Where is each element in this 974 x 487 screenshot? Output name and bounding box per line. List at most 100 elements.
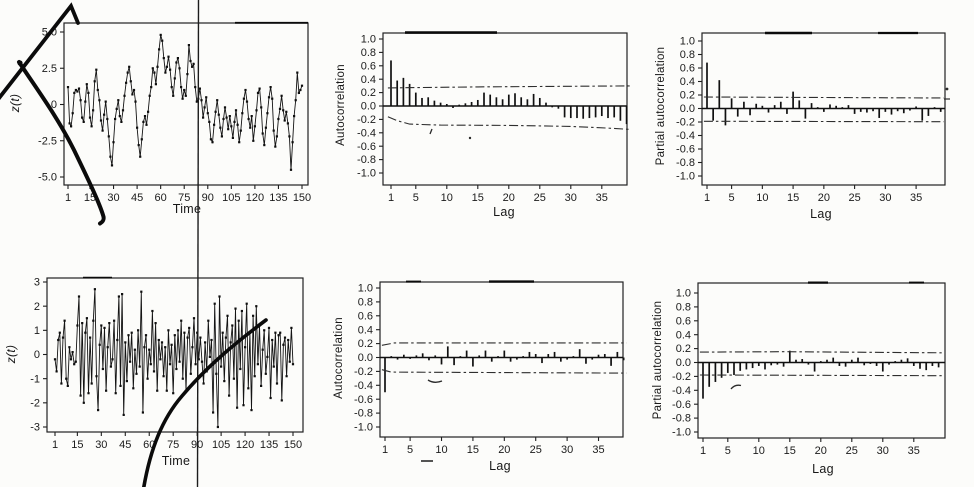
- svg-text:10: 10: [441, 192, 453, 204]
- svg-text:0.2: 0.2: [676, 343, 691, 355]
- svg-text:1: 1: [704, 192, 710, 204]
- svg-text:-0.4: -0.4: [672, 385, 691, 397]
- svg-text:0.6: 0.6: [680, 63, 695, 75]
- svg-text:120: 120: [236, 439, 254, 451]
- svg-text:0.0: 0.0: [361, 101, 376, 113]
- svg-text:-0.8: -0.8: [672, 413, 691, 425]
- svg-text:-0.4: -0.4: [676, 130, 695, 142]
- svg-text:0.6: 0.6: [676, 315, 691, 327]
- svg-text:25: 25: [846, 445, 858, 457]
- svg-text:0.4: 0.4: [676, 329, 691, 341]
- svg-text:0.2: 0.2: [680, 90, 695, 102]
- svg-text:-0.6: -0.6: [672, 399, 691, 411]
- acf-plot-bottom: 1.00.80.60.40.20.0-0.2-0.4-0.6-0.8-1.01 5…: [354, 281, 627, 456]
- svg-text:5: 5: [413, 192, 419, 204]
- svg-text:10: 10: [753, 445, 765, 457]
- acf-plot-top: 1.00.80.60.40.20.0-0.2-0.4-0.6-0.8-1.01 5…: [357, 32, 630, 204]
- svg-text:90: 90: [202, 192, 214, 204]
- svg-text:0.8: 0.8: [680, 49, 695, 61]
- svg-text:15: 15: [784, 445, 796, 457]
- svg-text:1: 1: [34, 325, 40, 337]
- svg-text:0.0: 0.0: [680, 103, 695, 115]
- svg-text:0.2: 0.2: [361, 87, 376, 99]
- x-axis-title-acf-top: Lag: [493, 205, 515, 219]
- svg-text:2.5: 2.5: [42, 63, 57, 75]
- svg-text:0: 0: [51, 99, 57, 111]
- svg-text:5: 5: [729, 192, 735, 204]
- svg-text:-5.0: -5.0: [38, 172, 57, 184]
- x-axis-title-acf-bottom: Lag: [489, 459, 511, 473]
- svg-text:75: 75: [178, 192, 190, 204]
- svg-text:25: 25: [534, 192, 546, 204]
- svg-text:0.6: 0.6: [361, 60, 376, 72]
- svg-text:1: 1: [382, 444, 388, 456]
- svg-text:10: 10: [756, 192, 768, 204]
- svg-text:1.0: 1.0: [358, 283, 373, 295]
- svg-text:45: 45: [119, 439, 131, 451]
- svg-text:25: 25: [530, 444, 542, 456]
- pacf-plot-top: 1.00.80.60.40.20.0-0.2-0.4-0.6-0.8-1.01 5…: [676, 32, 946, 204]
- svg-text:15: 15: [71, 439, 83, 451]
- svg-text:1: 1: [388, 192, 394, 204]
- svg-text:135: 135: [260, 439, 278, 451]
- x-axis-title-ts-top: Time: [172, 202, 202, 216]
- svg-text:1: 1: [65, 192, 71, 204]
- svg-text:0.8: 0.8: [676, 302, 691, 314]
- svg-text:-0.2: -0.2: [354, 366, 373, 378]
- svg-text:60: 60: [155, 192, 167, 204]
- svg-text:-1.0: -1.0: [357, 168, 376, 180]
- svg-text:0.4: 0.4: [358, 324, 373, 336]
- svg-text:30: 30: [95, 439, 107, 451]
- svg-text:30: 30: [561, 444, 573, 456]
- svg-text:1.0: 1.0: [676, 288, 691, 300]
- svg-text:0: 0: [34, 349, 40, 361]
- svg-text:-0.6: -0.6: [676, 144, 695, 156]
- svg-text:-2: -2: [30, 397, 40, 409]
- svg-text:-3: -3: [30, 422, 40, 434]
- svg-text:-1.0: -1.0: [354, 422, 373, 434]
- scanner-streak-line: [196, 0, 200, 487]
- svg-text:20: 20: [815, 445, 827, 457]
- svg-text:1: 1: [700, 445, 706, 457]
- x-axis-title-pacf-top: Lag: [810, 207, 832, 221]
- svg-text:0.2: 0.2: [358, 338, 373, 350]
- time-series-plot-top: 5.02.50-2.5-5.01 15 30 45 60 75 90 105 120 135 150: [38, 22, 311, 204]
- svg-text:0.0: 0.0: [358, 352, 373, 364]
- svg-text:0.4: 0.4: [361, 74, 376, 86]
- svg-text:-1: -1: [30, 373, 40, 385]
- svg-text:20: 20: [498, 444, 510, 456]
- svg-text:15: 15: [787, 192, 799, 204]
- svg-text:35: 35: [596, 192, 608, 204]
- svg-text:150: 150: [293, 192, 311, 204]
- svg-text:105: 105: [222, 192, 240, 204]
- svg-text:-0.2: -0.2: [676, 117, 695, 129]
- svg-text:-0.6: -0.6: [354, 394, 373, 406]
- svg-text:20: 20: [818, 192, 830, 204]
- svg-text:-0.4: -0.4: [354, 380, 373, 392]
- svg-text:15: 15: [472, 192, 484, 204]
- pen-curve-top-left: [17, 60, 106, 226]
- pen-checkmark: [0, 2, 80, 100]
- svg-text:15: 15: [467, 444, 479, 456]
- svg-text:35: 35: [908, 445, 920, 457]
- svg-text:-1.0: -1.0: [672, 427, 691, 439]
- svg-text:30: 30: [565, 192, 577, 204]
- svg-text:-0.8: -0.8: [354, 408, 373, 420]
- svg-text:10: 10: [435, 444, 447, 456]
- svg-text:-0.4: -0.4: [357, 127, 376, 139]
- scan-smudges: [83, 21, 924, 284]
- svg-text:0.8: 0.8: [361, 47, 376, 59]
- svg-text:20: 20: [503, 192, 515, 204]
- svg-text:5: 5: [725, 445, 731, 457]
- svg-text:-0.6: -0.6: [357, 141, 376, 153]
- svg-text:-2.5: -2.5: [38, 135, 57, 147]
- svg-text:0.4: 0.4: [680, 76, 695, 88]
- svg-text:35: 35: [592, 444, 604, 456]
- svg-text:45: 45: [131, 192, 143, 204]
- x-axis-title-pacf-bottom: Lag: [812, 462, 834, 476]
- svg-text:5: 5: [407, 444, 413, 456]
- x-axis-title-ts-bottom: Time: [161, 454, 191, 468]
